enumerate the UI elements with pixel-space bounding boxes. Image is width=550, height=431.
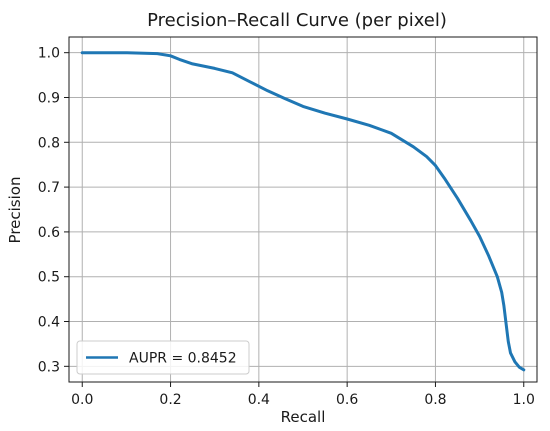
y-tick-label: 0.9: [38, 90, 60, 106]
y-tick-label: 0.8: [38, 135, 60, 151]
x-tick-label: 0.2: [159, 392, 181, 408]
y-tick-label: 0.3: [38, 359, 60, 375]
y-tick-label: 0.6: [38, 225, 60, 241]
x-tick-label: 0.6: [336, 392, 358, 408]
legend-label: AUPR = 0.8452: [129, 351, 237, 367]
x-tick-label: 0.4: [248, 392, 270, 408]
plot-frame: [68, 36, 538, 383]
y-tick-label: 0.5: [38, 270, 60, 286]
legend: AUPR = 0.8452: [76, 340, 250, 375]
chart-title: Precision–Recall Curve (per pixel): [147, 10, 447, 31]
pr-curve-line: [80, 51, 526, 372]
series-layer: [80, 51, 526, 372]
grid-lines: [69, 37, 537, 382]
x-tick-label: 0.0: [71, 392, 93, 408]
legend-frame: [76, 340, 250, 375]
y-tick-label: 0.4: [38, 315, 60, 331]
y-tick-label: 0.7: [38, 180, 60, 196]
y-tick-label: 1.0: [38, 46, 60, 62]
axis-ticks: 0.0 0.2 0.4 0.6 0.8 1.0 0.3 0.4 0.5 0.6 0.7 0.8 0.9 1…: [38, 46, 535, 408]
y-axis-label: Precision: [6, 177, 24, 244]
x-tick-label: 1.0: [513, 392, 535, 408]
x-tick-label: 0.8: [424, 392, 446, 408]
x-axis-label: Recall: [281, 408, 326, 426]
